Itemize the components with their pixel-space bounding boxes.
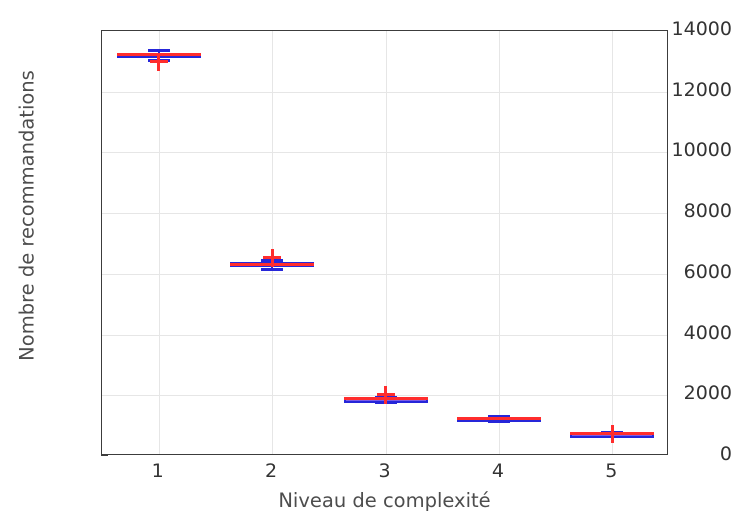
y-axis-tick-label: 12000 xyxy=(671,78,732,101)
gridline-vertical xyxy=(498,31,500,454)
outlier-marker xyxy=(376,393,395,397)
outlier-marker xyxy=(149,60,168,64)
y-axis-tick-label: 8000 xyxy=(683,200,732,223)
gridline-horizontal xyxy=(102,91,667,93)
y-axis-tick-label: 6000 xyxy=(683,260,732,283)
x-axis-tick-label: 2 xyxy=(265,460,278,482)
y-axis-tick-label: 10000 xyxy=(671,139,732,162)
y-axis-tick-label: 14000 xyxy=(671,18,732,40)
x-axis-tick-label: 4 xyxy=(491,460,504,482)
x-axis-tick-label: 1 xyxy=(151,460,164,482)
gridline-horizontal xyxy=(102,273,667,275)
y-axis-tick-label: 0 xyxy=(719,443,732,465)
gridline-vertical xyxy=(385,31,387,454)
gridline-vertical xyxy=(158,31,160,454)
x-axis-tick-label: 5 xyxy=(605,460,618,482)
x-axis-tick-label: 3 xyxy=(378,460,391,482)
x-axis-label: Niveau de complexité xyxy=(278,489,491,512)
gridline-horizontal xyxy=(102,213,667,215)
y-axis-tick xyxy=(101,455,108,456)
gridline-vertical xyxy=(612,31,614,454)
gridline-horizontal xyxy=(102,152,667,154)
median-line xyxy=(456,417,541,420)
plot-area xyxy=(101,30,668,455)
y-axis-tick-label: 4000 xyxy=(683,321,732,344)
whisker-cap-upper xyxy=(487,415,510,419)
whisker-lower xyxy=(271,265,274,270)
whisker-cap-lower xyxy=(261,268,284,272)
y-axis-label: Nombre de recommandations xyxy=(15,70,39,361)
outlier-marker xyxy=(603,432,622,436)
outlier-marker xyxy=(263,256,282,260)
whisker-cap-upper xyxy=(147,48,170,52)
y-axis-tick-label: 2000 xyxy=(683,382,732,405)
gridline-vertical xyxy=(272,31,274,454)
gridline-horizontal xyxy=(102,334,667,336)
